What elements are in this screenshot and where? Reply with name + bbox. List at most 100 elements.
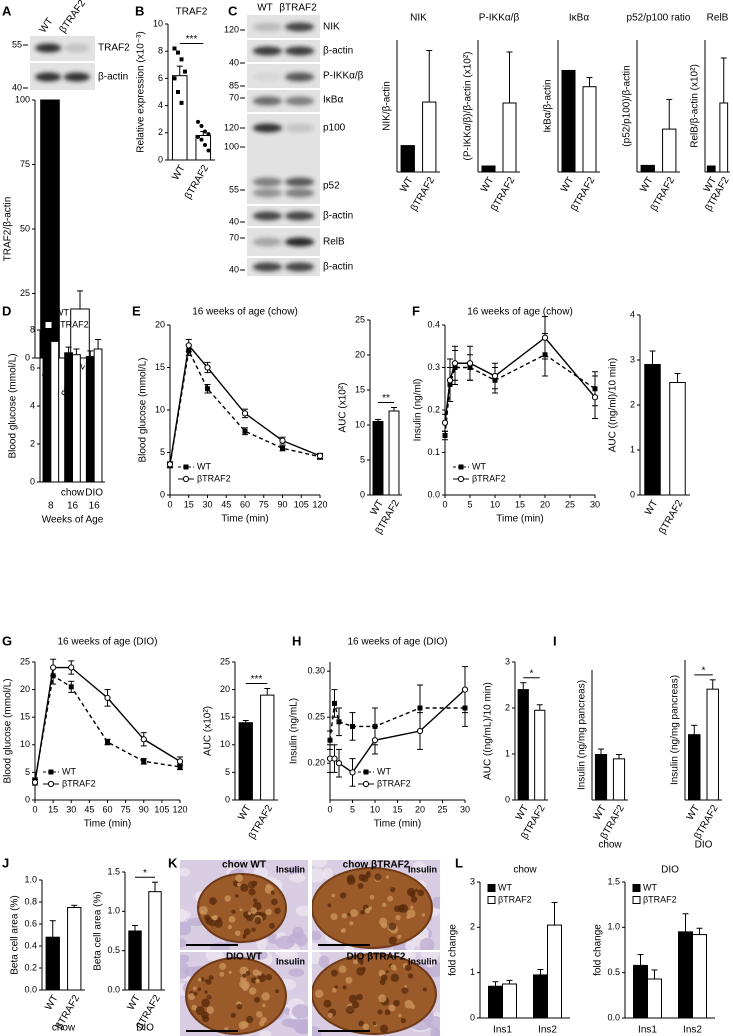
bar — [688, 734, 701, 801]
micrograph-title: DIO βTRAF2 — [347, 952, 406, 963]
acinar-cell — [426, 1015, 440, 1030]
acinar-cell — [420, 952, 440, 961]
chart-title: 16 weeks of age (DIO) — [57, 637, 157, 648]
bar — [547, 924, 562, 1019]
insulin-stain — [245, 970, 251, 976]
x-tick-label: WT — [643, 498, 660, 517]
insulin-stain — [357, 957, 364, 964]
insulin-stain — [271, 898, 278, 906]
bar — [45, 936, 60, 991]
acinar-cell — [404, 952, 417, 960]
panel-letter: D — [2, 303, 11, 318]
lane-label: βTRAF2 — [279, 3, 317, 14]
x-tick-label: 75 — [121, 804, 131, 814]
panel-letter: B — [135, 3, 144, 18]
panel-letter: K — [168, 855, 178, 870]
insulin-stain — [198, 906, 208, 915]
y-axis-label: NIK/β-actin — [382, 81, 393, 131]
y-tick-label: 10 — [155, 404, 165, 414]
mw-marker: 40 — [229, 264, 239, 274]
band-label: β-actin — [98, 72, 128, 83]
bar — [534, 709, 546, 801]
acinar-cell — [312, 952, 321, 965]
bar — [502, 102, 517, 173]
insulin-stain — [323, 999, 332, 1008]
bar — [594, 754, 608, 801]
y-tick-label: 6 — [30, 362, 35, 372]
insulin-stain — [393, 905, 401, 913]
bar — [388, 410, 400, 496]
y-tick-label: 0.20 — [307, 758, 325, 768]
blot-band — [284, 188, 315, 198]
x-tick-label: WT — [236, 803, 253, 822]
legend-marker — [48, 769, 54, 775]
insulin-stain — [257, 971, 263, 976]
x-tick-label: Ins1 — [493, 1025, 512, 1036]
insulin-stain — [348, 994, 358, 1004]
acinar-cell — [180, 954, 190, 963]
acinar-cell — [419, 937, 435, 950]
x-tick-label: 75 — [259, 499, 269, 509]
point — [105, 739, 110, 745]
y-tick-label: 4 — [158, 100, 163, 110]
bar — [669, 382, 686, 496]
chart-title: 16 weeks of age (chow) — [467, 307, 573, 318]
y-tick-label: 0.4 — [427, 319, 440, 329]
y-tick-label: 0 — [505, 794, 510, 804]
islet — [197, 873, 287, 943]
x-tick-label: WT — [685, 803, 702, 822]
y-tick-label: 15 — [220, 712, 230, 722]
x-tick-label: 120 — [172, 804, 187, 814]
insulin-stain — [204, 979, 208, 983]
band-label: p52 — [323, 181, 340, 192]
insulin-stain — [197, 987, 202, 991]
legend-label: βTRAF2 — [197, 473, 231, 483]
insulin-stain — [409, 905, 414, 910]
insulin-stain — [404, 964, 412, 971]
x-tick-label: 105 — [154, 804, 169, 814]
y-tick-label: 4 — [30, 400, 35, 410]
micrograph: DIO βTRAF2 Insulin — [312, 952, 440, 1036]
y-tick-label: 1.0 — [24, 874, 37, 884]
insulin-stain — [357, 883, 364, 889]
blot-strip — [247, 40, 320, 62]
insulin-stain — [372, 1021, 377, 1026]
chart-title: 16 weeks of age (DIO) — [347, 637, 447, 648]
lane-label: WT — [257, 3, 273, 14]
y-tick-label: 0 — [360, 489, 365, 499]
insulin-stain — [231, 909, 236, 914]
insulin-stain — [254, 917, 262, 925]
bar — [640, 164, 655, 173]
insulin-stain — [248, 987, 257, 995]
insulin-stain — [209, 897, 217, 905]
blot-band — [284, 211, 315, 221]
insulin-stain — [265, 908, 272, 916]
y-axis-label: AUC (x10²) — [203, 706, 214, 756]
insulin-stain — [236, 1003, 243, 1010]
point — [327, 737, 333, 743]
sig-label: * — [702, 665, 706, 676]
panel-letter: H — [292, 633, 301, 648]
series-line — [34, 666, 181, 783]
point — [466, 360, 474, 367]
point — [331, 755, 338, 762]
insulin-stain — [240, 883, 249, 892]
insulin-stain — [345, 976, 353, 984]
micrograph: DIO WT Insulin — [180, 952, 308, 1036]
bar — [372, 421, 384, 496]
insulin-stain — [266, 883, 271, 889]
y-axis-label: Insulin (ng/mL) — [289, 698, 300, 764]
dot — [206, 148, 211, 153]
insulin-stain — [414, 888, 419, 893]
insulin-stain — [330, 913, 338, 921]
legend-marker — [363, 769, 369, 775]
legend-swatch — [487, 884, 496, 892]
insulin-stain — [274, 989, 280, 994]
bar — [633, 964, 648, 1019]
insulin-stain — [253, 898, 258, 903]
point — [177, 764, 183, 770]
legend-label: WT — [643, 882, 657, 892]
y-axis-label: Blood glucose (mmol/L) — [138, 357, 149, 462]
y-axis-label: Beta cell area (%) — [10, 895, 21, 974]
